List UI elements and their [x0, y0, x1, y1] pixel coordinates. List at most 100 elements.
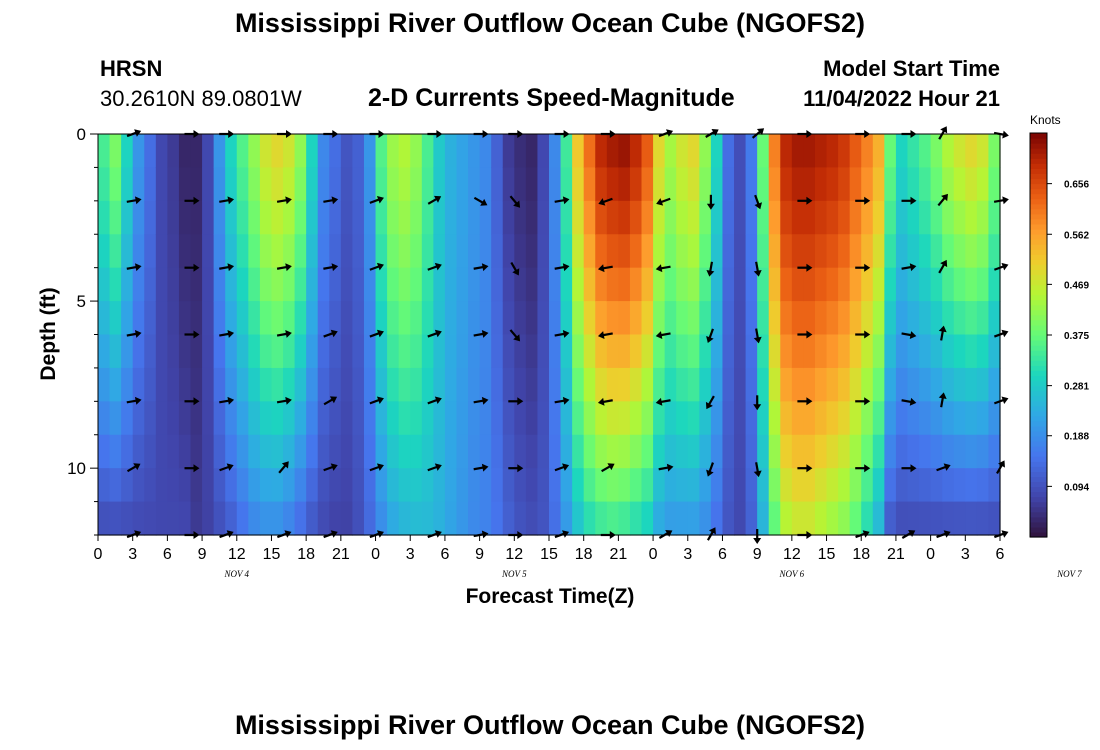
heatmap-cell: [872, 501, 885, 536]
heatmap-cell: [294, 200, 307, 235]
heatmap-cell: [988, 200, 1001, 235]
heatmap-cell: [155, 434, 168, 469]
heatmap-cell: [884, 167, 897, 202]
heatmap-cell: [525, 334, 539, 369]
heatmap-cell: [329, 200, 342, 235]
heatmap-cell: [803, 367, 816, 402]
heatmap-cell: [352, 367, 365, 402]
heatmap-cell: [178, 200, 192, 235]
colorbar-segment: [1030, 496, 1047, 503]
heatmap-cell: [907, 468, 920, 503]
heatmap-cell: [757, 434, 770, 469]
heatmap-cell: [745, 334, 758, 369]
heatmap-cell: [109, 401, 122, 436]
heatmap-cell: [167, 401, 180, 436]
heatmap-cell: [352, 301, 365, 336]
x-axis-label: Forecast Time(Z): [465, 585, 635, 608]
heatmap-cell: [155, 367, 168, 402]
current-vector: [219, 263, 235, 272]
heatmap-cell: [236, 367, 249, 402]
x-tick-label: 9: [198, 546, 207, 563]
colorbar-segment: [1030, 299, 1047, 306]
current-vector: [901, 397, 917, 406]
heatmap-cell: [861, 501, 874, 536]
current-vector-head: [1001, 262, 1009, 271]
current-vector: [473, 463, 489, 472]
heatmap-cell: [294, 234, 307, 269]
heatmap-cell: [98, 267, 111, 302]
current-vector-head: [754, 202, 762, 210]
x-tick-label: 6: [996, 546, 1005, 563]
heatmap-cell: [942, 234, 955, 269]
heatmap-cell: [433, 267, 446, 302]
heatmap-cell: [687, 468, 700, 503]
heatmap-cell: [895, 200, 909, 235]
current-vector-head: [597, 264, 605, 273]
heatmap-cell: [444, 434, 458, 469]
heatmap-cell: [121, 301, 134, 336]
heatmap-cell: [849, 501, 862, 536]
heatmap-cell: [398, 267, 411, 302]
heatmap-cell: [919, 134, 932, 169]
heatmap-cell: [444, 167, 458, 202]
colorbar-segment: [1030, 143, 1047, 149]
current-vector-head: [862, 530, 870, 538]
heatmap-cell: [595, 267, 608, 302]
heatmap-cell: [387, 401, 400, 436]
heatmap-cell: [283, 334, 296, 369]
heatmap-cell: [236, 267, 249, 302]
heatmap-cell: [780, 267, 793, 302]
current-vector-head: [806, 397, 813, 406]
heatmap-cell: [502, 200, 515, 235]
heatmap-cell: [514, 134, 527, 169]
heatmap-cell: [699, 468, 712, 503]
heatmap-cell: [236, 234, 249, 269]
heatmap-cell: [306, 200, 319, 235]
heatmap-cell: [294, 301, 307, 336]
heatmap-cell: [387, 301, 400, 336]
current-vector: [938, 259, 948, 274]
heatmap-cell: [456, 401, 469, 436]
current-vector-head: [711, 129, 719, 136]
heatmap-cell: [410, 200, 423, 235]
colorbar-segment: [1030, 178, 1047, 185]
current-vector-head: [806, 263, 813, 272]
x-date-label: NOV 7: [1056, 569, 1082, 579]
current-vector-head: [909, 331, 917, 339]
heatmap-cell: [213, 134, 226, 169]
heatmap-cell: [734, 301, 747, 336]
heatmap-cell: [849, 301, 862, 336]
heatmap-cell: [549, 267, 562, 302]
heatmap-cell: [549, 134, 562, 169]
heatmap-cell: [410, 167, 423, 202]
heatmap-cell: [213, 234, 226, 269]
colorbar-segment: [1030, 506, 1047, 513]
heatmap-cell: [965, 167, 978, 202]
heatmap-cell: [549, 367, 562, 402]
heatmap-cell: [225, 334, 238, 369]
heatmap-cell: [491, 167, 504, 202]
current-vector-head: [376, 329, 384, 338]
heatmap-cell: [109, 334, 122, 369]
heatmap-cell: [722, 434, 735, 469]
heatmap-cell: [178, 401, 192, 436]
heatmap-cell: [178, 434, 192, 469]
heatmap-cell: [988, 401, 1001, 436]
heatmap-cell: [965, 367, 978, 402]
heatmap-cell: [872, 401, 885, 436]
heatmap-cell: [803, 501, 816, 536]
heatmap-cell: [248, 434, 261, 469]
colorbar-segment: [1030, 183, 1047, 190]
heatmap-cell: [144, 167, 157, 202]
current-vector-head: [562, 396, 570, 405]
heatmap-cell: [849, 267, 862, 302]
heatmap-cell: [907, 367, 920, 402]
heatmap-cell: [861, 167, 874, 202]
heatmap-cell: [537, 267, 550, 302]
colorbar: 0.094 0.188 0.281 0.375 0.469 0.562 0.656: [1029, 132, 1089, 538]
heatmap-cell: [583, 234, 596, 269]
heatmap-cell: [178, 167, 192, 202]
heatmap-cell: [710, 501, 724, 536]
x-tick-label: 18: [297, 546, 315, 563]
heatmap-cell: [433, 334, 446, 369]
